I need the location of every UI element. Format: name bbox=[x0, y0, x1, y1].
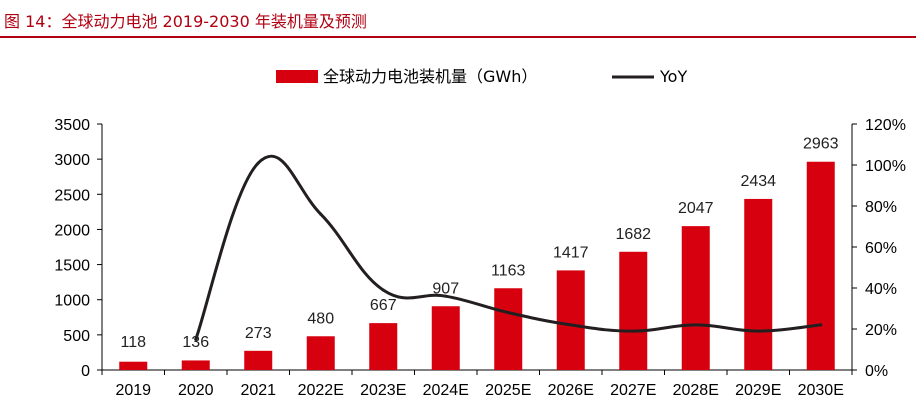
title-divider bbox=[0, 36, 916, 38]
bar-data-label: 1417 bbox=[553, 244, 589, 261]
bar bbox=[431, 306, 460, 370]
bar-data-label: 1682 bbox=[615, 226, 651, 243]
x-tick-label: 2019 bbox=[115, 382, 151, 399]
x-tick-label: 2027E bbox=[610, 382, 656, 399]
y-right-tick-label: 60% bbox=[865, 240, 897, 257]
bar-data-label: 118 bbox=[120, 334, 146, 351]
y-right-tick-label: 40% bbox=[865, 281, 897, 298]
y-left-tick-label: 2000 bbox=[54, 222, 90, 239]
y-right-tick-label: 100% bbox=[865, 158, 906, 175]
legend-bar-swatch bbox=[276, 70, 318, 83]
bar-data-label: 273 bbox=[245, 325, 272, 342]
y-left-tick-label: 3000 bbox=[54, 152, 90, 169]
legend: 全球动力电池装机量（GWh） YoY bbox=[276, 67, 687, 86]
y-left-tick-label: 500 bbox=[63, 328, 90, 345]
yoy-point bbox=[194, 337, 198, 341]
data-labels: 118 136 273 480 667 907 1163 1417 1682 2047 2434 29… bbox=[120, 136, 838, 351]
bar-series bbox=[119, 161, 835, 370]
bar-data-label: 1163 bbox=[491, 262, 526, 279]
x-tick-label: 2029E bbox=[735, 382, 781, 399]
y-right-tick-label: 0% bbox=[865, 363, 888, 380]
figure-title: 图 14：全球动力电池 2019-2030 年装机量及预测 bbox=[4, 12, 367, 31]
x-tick-label: 2028E bbox=[673, 382, 719, 399]
x-tick-label: 2025E bbox=[485, 382, 531, 399]
bar-data-label: 2963 bbox=[803, 136, 839, 153]
y-left-tick-label: 3500 bbox=[54, 117, 90, 134]
x-tick-label: 2023E bbox=[360, 382, 406, 399]
y-left-tick-label: 0 bbox=[81, 363, 90, 380]
bar-data-label: 136 bbox=[182, 334, 209, 351]
bar bbox=[681, 226, 710, 370]
bar bbox=[806, 161, 835, 370]
y-left-tick-label: 2500 bbox=[54, 187, 90, 204]
x-tick-label: 2021 bbox=[240, 382, 276, 399]
yoy-point bbox=[381, 288, 385, 292]
yoy-point bbox=[694, 323, 698, 327]
bar-data-label: 667 bbox=[370, 297, 397, 314]
yoy-point bbox=[819, 323, 823, 327]
bar bbox=[494, 288, 523, 370]
bar bbox=[119, 361, 148, 370]
axes: 0 500 1000 1500 2000 2500 3000 3500 0% 20% 40% 60% 8… bbox=[54, 117, 906, 399]
bar-data-label: 907 bbox=[432, 280, 459, 297]
x-tick-label: 2024E bbox=[423, 382, 469, 399]
yoy-line-series bbox=[194, 154, 823, 341]
yoy-point bbox=[569, 323, 573, 327]
bar bbox=[181, 360, 210, 370]
legend-bar-label: 全球动力电池装机量（GWh） bbox=[323, 67, 537, 86]
yoy-point bbox=[319, 212, 323, 216]
bar-data-label: 2047 bbox=[678, 200, 714, 217]
bar bbox=[619, 251, 648, 370]
bar bbox=[306, 336, 335, 370]
bar bbox=[369, 323, 398, 370]
yoy-point bbox=[256, 161, 260, 165]
bar bbox=[244, 350, 273, 370]
legend-line-label: YoY bbox=[659, 67, 687, 86]
x-tick-label: 2026E bbox=[548, 382, 594, 399]
y-right-tick-label: 80% bbox=[865, 199, 897, 216]
y-left-tick-label: 1000 bbox=[54, 293, 90, 310]
x-tick-label: 2020 bbox=[178, 382, 214, 399]
y-right-tick-label: 120% bbox=[865, 117, 906, 134]
bar bbox=[744, 198, 773, 370]
x-tick-label: 2022E bbox=[298, 382, 344, 399]
yoy-point bbox=[506, 311, 510, 315]
bar-data-label: 2434 bbox=[740, 173, 776, 190]
y-right-tick-label: 20% bbox=[865, 322, 897, 339]
bar bbox=[556, 270, 585, 370]
x-tick-label: 2030E bbox=[798, 382, 844, 399]
yoy-point bbox=[631, 329, 635, 333]
y-left-tick-label: 1500 bbox=[54, 258, 90, 275]
bar-data-label: 480 bbox=[307, 310, 334, 327]
yoy-point bbox=[756, 329, 760, 333]
yoy-point bbox=[444, 294, 448, 298]
